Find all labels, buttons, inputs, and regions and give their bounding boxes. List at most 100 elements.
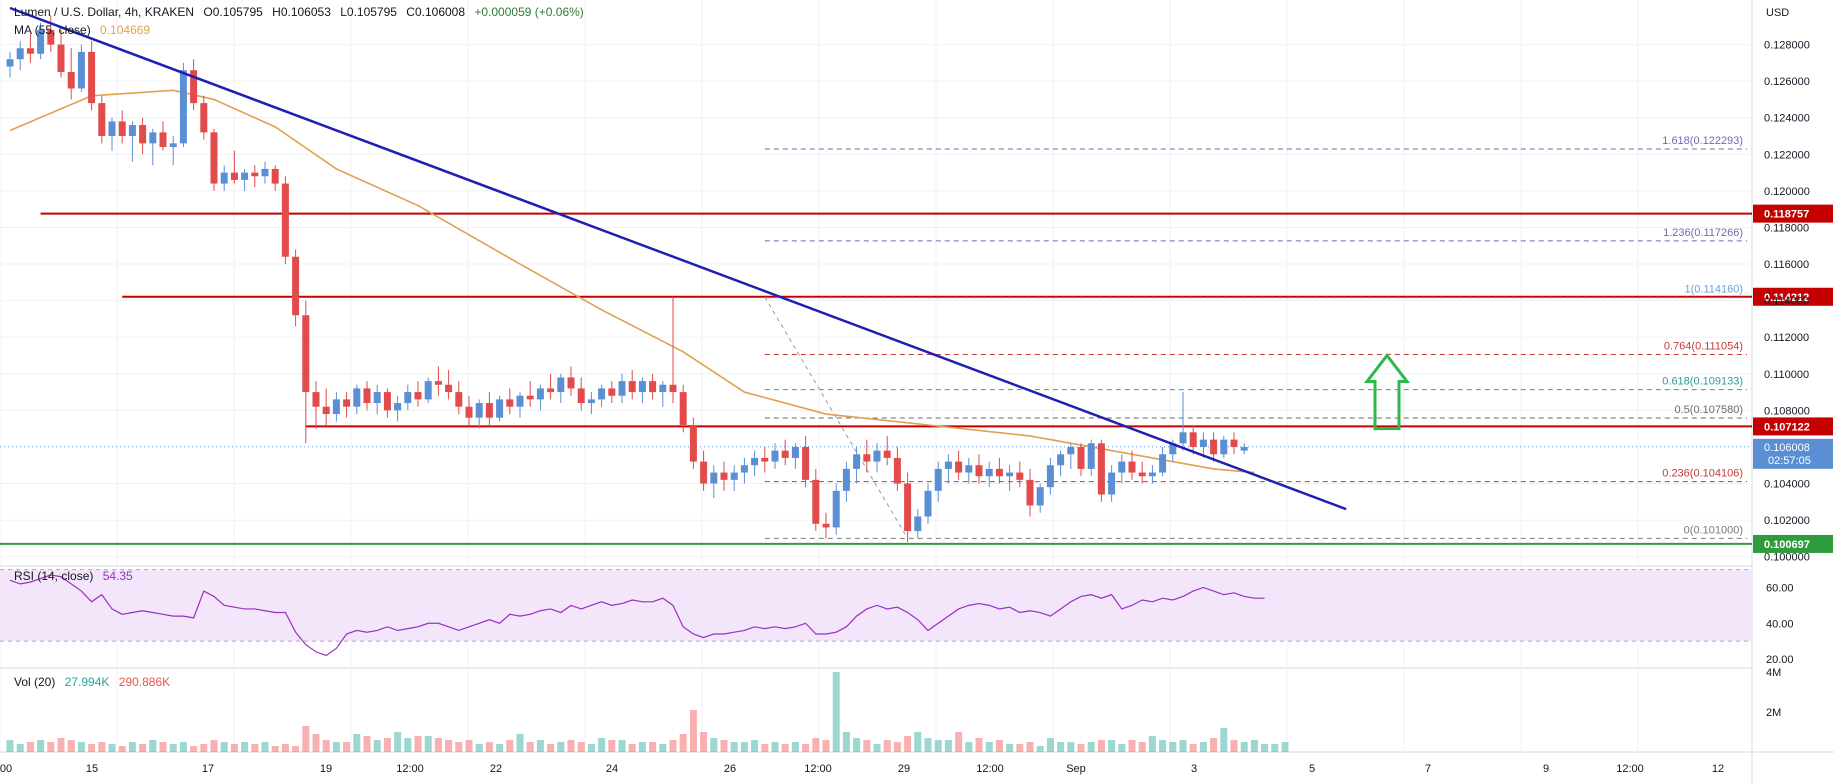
volume-bar [179,742,187,752]
ma-legend: MA (55, close) 0.104669 [14,23,150,37]
volume-bar [781,744,789,752]
candle-body [1118,461,1126,473]
rsi-line [9,574,1265,657]
volume-bar [404,738,412,752]
candle-body [88,51,96,104]
candle-body [720,472,728,480]
rsi-tick: 40.00 [1766,618,1794,630]
volume-bar [547,744,555,752]
volume-bar [16,744,24,752]
current-price-text: 0.106008 [1764,442,1810,454]
volume-bar [77,742,85,752]
fib-label-1.236: 1.236(0.117266) [1663,227,1743,239]
time-tick: 19 [320,763,332,775]
candle-body [128,125,136,137]
volume-bar [200,744,208,752]
volume-bar [740,742,748,752]
volume-bar [241,742,249,752]
candle-body [791,446,799,458]
candle-body [47,29,55,45]
candle-body [1199,439,1207,447]
candle-body [1128,461,1136,473]
fibonacci-levels: 1.618(0.122293) 1.236(0.117266) 1(0.114160… [764,135,1747,539]
volume-bar [281,744,289,752]
candle-body [261,168,269,177]
support-tag-text: 0.100697 [1764,539,1810,551]
rsi-tick: 20.00 [1766,654,1794,666]
candle-body [638,381,646,393]
volume-bar [1230,740,1238,752]
resistance-2-tag [1753,287,1833,306]
volume-tick: 4M [1766,667,1781,679]
candle-body [159,132,167,147]
volume-bar [822,740,830,752]
volume-bar [883,740,891,752]
volume-bar [628,744,636,752]
candle-body [424,381,432,400]
volume-bar [128,742,136,752]
volume-bar [353,734,361,752]
candle-body [557,377,565,393]
candle-body [6,59,14,67]
resistance-2-tag-text: 0.114212 [1764,292,1809,304]
candle-body [506,399,514,407]
volume-bar [292,746,300,752]
volume-bar [1108,740,1116,752]
candle-body [536,388,544,400]
candle-body [414,392,422,400]
candle-body [751,457,759,466]
volume-bar [1026,742,1034,752]
candle-body [802,446,810,480]
volume-bar [414,736,422,752]
candle-body [547,388,555,393]
volume-bar [343,742,351,752]
volume-bar [373,740,381,752]
volume-bar [1210,738,1218,752]
current-price-tag [1753,438,1833,469]
ma-line [9,89,1255,474]
volume-bar [1057,742,1065,752]
volume-bar [332,742,340,752]
time-tick: 24 [606,763,618,775]
price-tick: 0.114000 [1764,296,1809,308]
candle-body [16,48,24,60]
fib-label-0.236: 0.236(0.104106) [1662,468,1743,480]
volume-bar [496,744,504,752]
candle-body [730,472,738,480]
candle-body [394,403,402,411]
volume-bar [1240,742,1248,752]
volume-bar [710,738,718,752]
up-arrow [1363,353,1411,431]
volume-bar [914,732,922,752]
time-tick: 12:00 [804,763,832,775]
candle-body [700,461,708,484]
candle-body [679,392,687,425]
resistance-3-tag-text: 0.107122 [1764,421,1810,433]
price-tick: 0.126000 [1764,76,1810,88]
volume-bar [587,744,595,752]
candle-body [689,425,697,462]
volume-bar [812,738,820,752]
candle-body [363,388,371,404]
volume-bar [322,740,330,752]
candle-body [139,125,147,144]
volume-bar [485,742,493,752]
volume-bar [944,740,952,752]
volume-bar [220,742,228,752]
volume-bar [1281,742,1289,752]
price-axis: USD 0.128000 0.126000 0.124000 0.122000 0.120… [1764,7,1810,719]
volume-bar [37,740,45,752]
volume-bar [210,740,218,752]
candle-body [292,256,300,316]
volume-bar [853,738,861,752]
fib-anchor-line [764,296,909,539]
volume-bar [1189,744,1197,752]
volume-bar [149,740,157,752]
fib-label-0: 0(0.101000) [1684,524,1743,536]
candle-body [781,450,789,458]
price-tick: 0.128000 [1764,40,1810,52]
time-tick: 12:00 [1616,763,1644,775]
support-tag [1753,534,1833,553]
candle-body [1087,443,1095,469]
